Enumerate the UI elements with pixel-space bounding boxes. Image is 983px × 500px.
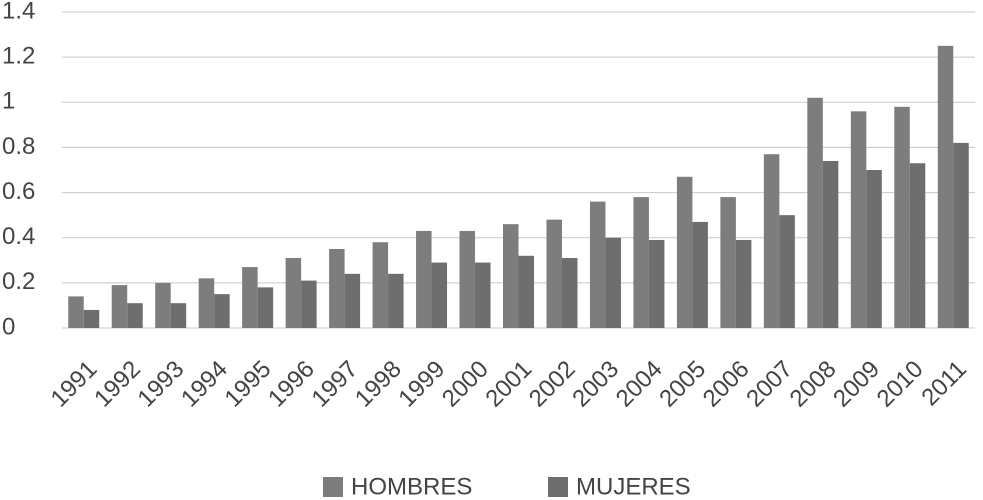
bar [866, 170, 882, 328]
x-tick-label: 2002 [524, 356, 581, 413]
bar [242, 267, 258, 328]
bar [561, 258, 578, 328]
legend-swatch [548, 477, 568, 497]
x-tick-label: 1994 [176, 356, 233, 413]
y-tick-label: 0 [2, 313, 15, 340]
x-tick-label: 2001 [480, 356, 537, 413]
x-tick-label: 2011 [916, 356, 972, 412]
bar [257, 287, 274, 328]
x-tick-label: 2005 [654, 356, 711, 413]
y-tick-label: 0.8 [2, 133, 35, 160]
bar [894, 106, 910, 328]
y-tick-label: 0.4 [2, 223, 35, 250]
y-tick-label: 0.6 [2, 178, 35, 205]
bar [344, 273, 361, 328]
bar [301, 280, 317, 328]
bar [198, 278, 215, 328]
bar [692, 221, 708, 328]
bar [329, 249, 345, 328]
x-tick-label: 2008 [785, 356, 842, 413]
x-tick-label: 2006 [698, 356, 755, 413]
x-tick-label: 1993 [133, 356, 190, 413]
bar [763, 154, 780, 328]
bar [214, 294, 230, 328]
bar [459, 230, 476, 328]
x-tick-label: 2003 [567, 356, 624, 413]
bar [285, 258, 302, 328]
x-tick-label: 1998 [350, 356, 407, 413]
bar [909, 163, 926, 328]
bar [372, 242, 389, 328]
bar [83, 309, 100, 328]
y-tick-label: 1.2 [2, 42, 35, 69]
bar [416, 230, 432, 328]
bar [937, 45, 954, 328]
bar [431, 262, 448, 328]
bar [518, 255, 534, 328]
y-tick-label: 1.4 [2, 0, 35, 24]
bar [779, 215, 795, 328]
bar [388, 273, 404, 328]
bar [633, 197, 649, 328]
bar [605, 237, 621, 328]
y-tick-label: 0.2 [2, 268, 35, 295]
bar [170, 303, 187, 328]
x-tick-label: 1996 [263, 356, 320, 413]
x-tick-label: 2004 [611, 356, 668, 413]
legend-label: HOMBRES [351, 473, 472, 500]
x-tick-label: 2009 [828, 356, 885, 413]
legend-label: MUJERES [576, 473, 691, 500]
bar [589, 201, 606, 328]
bar [953, 142, 969, 328]
x-tick-label: 1999 [393, 356, 450, 413]
bar [676, 176, 693, 328]
x-tick-label: 1997 [306, 356, 363, 413]
x-tick-label: 2007 [741, 356, 798, 413]
bar [648, 239, 665, 328]
x-tick-label: 2000 [437, 356, 494, 413]
bar [720, 197, 736, 328]
bar [155, 282, 171, 328]
y-tick-label: 1 [2, 88, 15, 115]
bar [850, 111, 867, 328]
bar [127, 303, 143, 328]
x-tick-label: 1995 [220, 356, 277, 413]
x-tick-label: 2010 [872, 356, 929, 413]
x-tick-label: 1991 [46, 356, 103, 413]
bar [68, 296, 84, 328]
bar [111, 285, 128, 328]
bar [735, 239, 752, 328]
legend-swatch [323, 477, 343, 497]
bar [807, 97, 823, 329]
x-tick-label: 1992 [89, 356, 146, 413]
bar [475, 262, 491, 328]
bar [503, 224, 519, 328]
bar [822, 160, 839, 328]
bar [546, 219, 562, 328]
